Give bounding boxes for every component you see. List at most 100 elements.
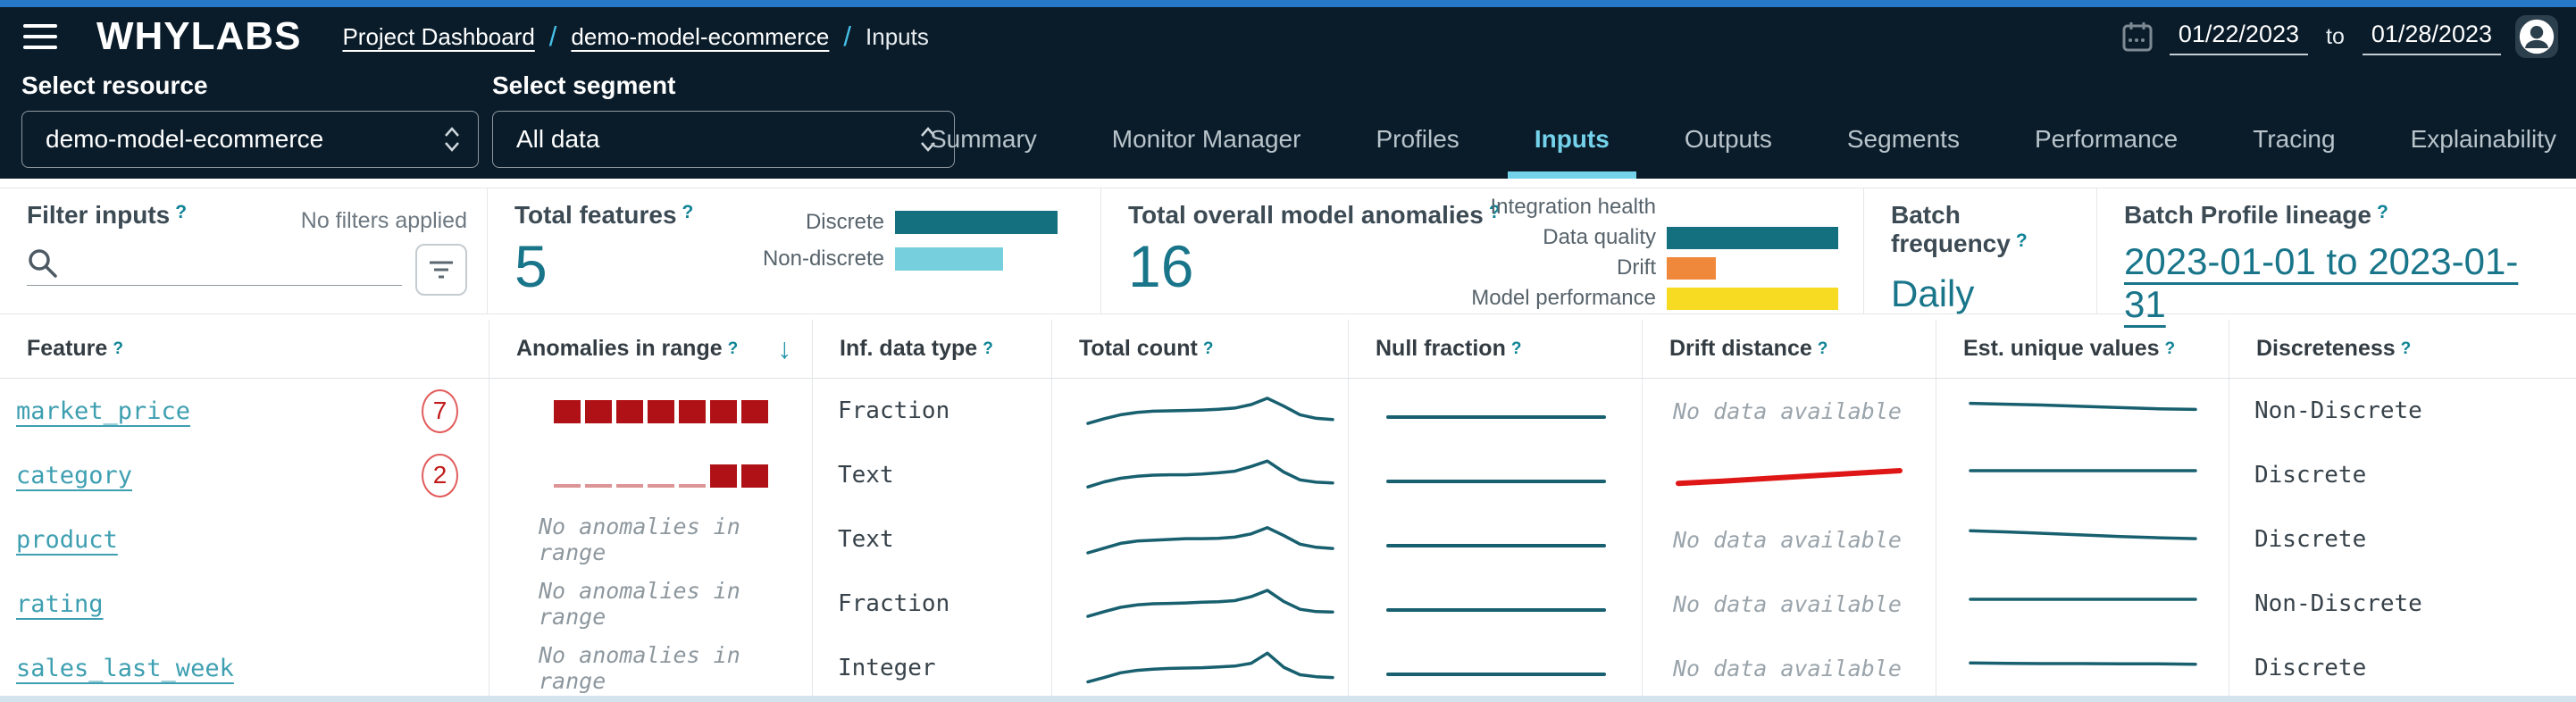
tab-inputs[interactable]: Inputs (1497, 100, 1647, 179)
total-anomalies-title: Total overall model anomalies (1128, 201, 1484, 229)
tab-performance[interactable]: Performance (1997, 100, 2215, 179)
help-icon[interactable]: ? (2376, 201, 2388, 222)
segment-select[interactable]: All data (492, 111, 955, 168)
null-fraction-cell (1348, 507, 1642, 572)
est-unique-values-cell (1936, 507, 2229, 572)
total-count-sparkline (1086, 397, 1334, 425)
discreteness-value: Discrete (2254, 462, 2367, 489)
sort-descending-icon[interactable]: ↓ (777, 332, 792, 364)
mini-chart-label: Model performance (1471, 286, 1656, 310)
filter-button[interactable] (415, 244, 467, 296)
help-icon[interactable]: ? (727, 338, 739, 358)
select-chevrons-icon (921, 127, 935, 152)
resource-select-value: demo-model-ecommerce (46, 125, 324, 153)
mini-chart-row: Data quality (1433, 225, 1838, 250)
column-header-inf-data-type: Inf. data type? (812, 320, 1051, 378)
help-icon[interactable]: ? (1488, 201, 1501, 222)
search-icon (29, 249, 57, 278)
drift-distance-cell: No data available (1642, 379, 1936, 443)
tab-label: Explainability (2410, 125, 2556, 153)
tab-profiles[interactable]: Profiles (1338, 100, 1496, 179)
feature-link[interactable]: market_price (16, 397, 191, 425)
help-icon[interactable]: ? (2400, 338, 2412, 358)
column-header-total-count: Total count? (1051, 320, 1348, 378)
discreteness-value: Non-Discrete (2254, 397, 2422, 424)
batch-profile-lineage-title: Batch Profile lineage (2124, 201, 2371, 229)
hamburger-menu-icon[interactable] (23, 24, 57, 49)
tab-explainability[interactable]: Explainability (2373, 100, 2576, 179)
user-avatar[interactable] (2515, 15, 2558, 58)
inf-data-type-cell: Fraction (812, 572, 1051, 636)
tab-label: Summary (929, 125, 1037, 153)
table-row: category 2 Text Discrete (0, 443, 2576, 507)
segment-selector-label: Select segment (492, 71, 676, 99)
header-right-cluster: 01/22/2023 to 01/28/2023 (2120, 15, 2558, 58)
drift-distance-cell: No data available (1642, 572, 1936, 636)
help-icon[interactable]: ? (682, 201, 694, 222)
horizontal-scrollbar[interactable] (0, 696, 2576, 702)
column-header-label: Total count (1079, 336, 1198, 361)
segment-selector-group: Select segment All data (492, 66, 955, 168)
account-icon (2519, 19, 2555, 54)
feature-link[interactable]: category (16, 461, 133, 489)
discreteness-cell: Discrete (2229, 507, 2576, 572)
resource-select[interactable]: demo-model-ecommerce (21, 111, 479, 168)
help-icon[interactable]: ? (1202, 338, 1214, 358)
breadcrumb-link[interactable]: demo-model-ecommerce (571, 22, 830, 50)
date-range-end-input[interactable]: 01/28/2023 (2362, 19, 2501, 55)
mini-chart-bar (1667, 226, 1838, 249)
null-fraction-cell (1348, 636, 1642, 700)
anomalies-in-range-cell (489, 443, 812, 507)
batch-profile-lineage-panel: Batch Profile lineage? 2023-01-01 to 202… (2096, 188, 2576, 325)
breadcrumb-link[interactable]: Project Dashboard (342, 22, 535, 50)
anomaly-day-bar-on (648, 399, 674, 423)
tab-summary[interactable]: Summary (892, 100, 1075, 179)
calendar-icon[interactable] (2120, 19, 2155, 54)
discreteness-cell: Non-Discrete (2229, 572, 2576, 636)
date-range-to-label: to (2326, 23, 2345, 49)
total-anomalies-panel: Total overall model anomalies? 16 Integr… (1100, 188, 1863, 313)
help-icon[interactable]: ? (175, 201, 188, 222)
est-unique-values-cell (1936, 636, 2229, 700)
help-icon[interactable]: ? (2164, 338, 2176, 358)
lineage-range-link[interactable]: 2023-01-01 to 2023-01-31 (2124, 240, 2519, 325)
main-tab-bar: Summary Monitor Manager Profiles Inputs Outp… (892, 100, 2576, 179)
null-fraction-sparkline (1386, 415, 1606, 419)
whylabs-logo[interactable]: WHYLABS (96, 14, 302, 58)
breadcrumb: Project Dashboard / demo-model-ecommerce / I… (342, 21, 928, 53)
discreteness-value: Non-Discrete (2254, 590, 2422, 617)
total-features-panel: Total features? 5 Discrete Non-discrete (487, 188, 1100, 313)
inf-data-type-value: Fraction (838, 590, 950, 617)
tab-monitor-manager[interactable]: Monitor Manager (1075, 100, 1339, 179)
date-range-start-input[interactable]: 01/22/2023 (2169, 19, 2308, 55)
feature-link[interactable]: rating (16, 589, 104, 618)
anomaly-day-bar-on (710, 464, 737, 488)
anomaly-count-badge: 7 (422, 389, 458, 433)
inf-data-type-cell: Text (812, 507, 1051, 572)
column-header-label: Feature (27, 336, 108, 361)
anomaly-day-bar-on (710, 399, 737, 423)
feature-link[interactable]: sales_last_week (16, 654, 234, 682)
null-fraction-sparkline (1386, 480, 1606, 483)
feature-link[interactable]: product (16, 525, 118, 554)
batch-frequency-panel: Batch frequency? Daily (1863, 188, 2096, 314)
tab-segments[interactable]: Segments (1810, 100, 1997, 179)
anomaly-day-bar-on (679, 399, 706, 423)
help-icon[interactable]: ? (2015, 230, 2028, 251)
anomaly-day-bar-on (741, 464, 768, 488)
help-icon[interactable]: ? (1817, 338, 1828, 358)
column-header-label: Null fraction (1376, 336, 1506, 361)
help-icon[interactable]: ? (113, 338, 123, 358)
help-icon[interactable]: ? (983, 338, 993, 358)
feature-search-input[interactable] (71, 252, 375, 280)
column-header-label: Anomalies in range (516, 336, 723, 361)
mini-chart-label: Drift (1617, 255, 1656, 280)
tab-outputs[interactable]: Outputs (1647, 100, 1810, 179)
anomaly-day-bar-on (554, 399, 581, 423)
help-icon[interactable]: ? (1510, 338, 1522, 358)
total-count-cell (1051, 572, 1348, 636)
est-unique-values-cell (1936, 379, 2229, 443)
tab-tracing[interactable]: Tracing (2215, 100, 2372, 179)
est-unique-sparkline (1969, 401, 2197, 412)
